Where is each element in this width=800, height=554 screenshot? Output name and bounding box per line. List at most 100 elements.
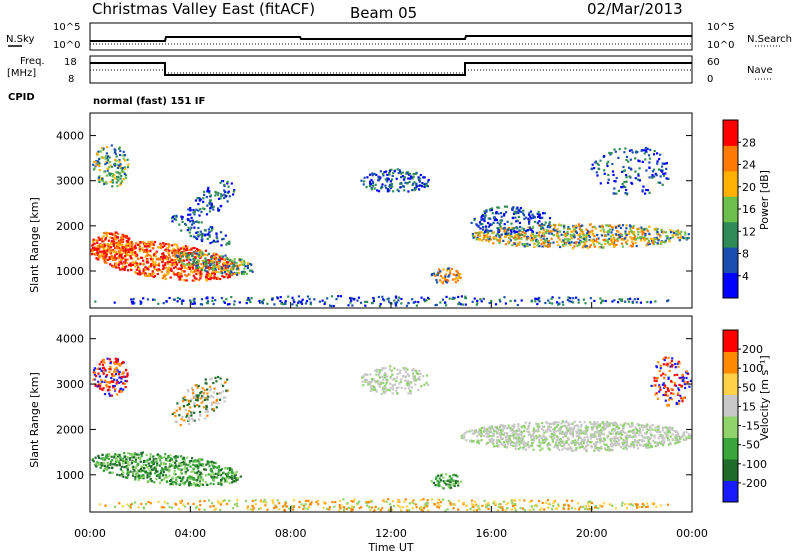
echo-cell	[561, 300, 564, 304]
echo-cell	[523, 229, 526, 232]
echo-cell	[168, 245, 171, 248]
echo-cell	[222, 384, 225, 387]
echo-cell	[98, 238, 101, 241]
echo-cell	[208, 202, 211, 205]
echo-cell	[193, 300, 196, 303]
echo-cell	[120, 258, 123, 261]
echo-cell	[105, 231, 108, 234]
echo-cell	[91, 240, 95, 243]
echo-cell	[162, 259, 165, 262]
echo-cell	[126, 258, 129, 261]
echo-cell	[638, 160, 641, 163]
echo-cell	[501, 443, 504, 446]
echo-cell	[561, 432, 564, 435]
echo-cell	[363, 180, 366, 183]
echo-cell	[223, 400, 226, 403]
echo-cell	[608, 431, 611, 434]
echo-cell	[438, 271, 441, 274]
echo-cell	[209, 473, 212, 476]
echo-cell	[212, 302, 215, 306]
echo-cell	[493, 216, 497, 219]
echo-cell	[194, 395, 197, 398]
echo-cell	[101, 156, 104, 159]
echo-cell	[504, 228, 507, 232]
echo-cell	[180, 251, 183, 254]
echo-cell	[178, 462, 181, 465]
echo-cell	[611, 429, 614, 432]
echo-cell	[122, 371, 125, 374]
echo-cell	[186, 229, 189, 232]
echo-cell	[113, 174, 116, 177]
echo-cell	[374, 183, 377, 186]
echo-cell	[240, 258, 243, 261]
echo-cell	[622, 439, 625, 442]
echo-cell	[535, 239, 538, 242]
echo-cell	[192, 467, 195, 470]
echo-cell	[190, 414, 193, 417]
echo-cell	[578, 234, 581, 237]
echo-cell	[400, 176, 403, 179]
echo-cell	[436, 274, 439, 277]
echo-cell	[595, 171, 598, 174]
echo-cell	[138, 470, 141, 473]
echo-cell	[177, 256, 180, 259]
echo-cell	[191, 389, 194, 392]
echo-cell	[651, 424, 654, 427]
echo-cell	[208, 210, 211, 213]
echo-cell	[206, 261, 209, 264]
echo-cell	[390, 178, 394, 181]
echo-cell	[664, 239, 667, 242]
echo-cell	[578, 442, 581, 446]
echo-cell	[234, 264, 237, 267]
echo-cell	[664, 172, 667, 175]
echo-cell	[181, 415, 184, 419]
echo-cell	[192, 481, 196, 484]
echo-cell	[143, 242, 146, 245]
echo-cell	[625, 224, 628, 227]
echo-cell	[120, 253, 123, 256]
echo-cell	[101, 388, 104, 391]
colorbar-segment	[723, 247, 738, 274]
echo-cell	[506, 232, 509, 235]
echo-cell	[551, 438, 554, 441]
echo-cell	[169, 457, 172, 460]
echo-cell	[628, 300, 631, 303]
echo-cell	[125, 251, 128, 254]
echo-cell	[486, 428, 489, 431]
echo-cell	[537, 241, 540, 245]
echo-cell	[124, 259, 127, 262]
echo-cell	[678, 231, 681, 234]
echo-cell	[204, 249, 207, 252]
echo-cell	[206, 233, 209, 236]
echo-cell	[553, 234, 556, 237]
echo-cell	[196, 272, 200, 275]
echo-cell	[541, 245, 544, 248]
echo-cell	[134, 271, 137, 274]
echo-cell	[538, 425, 541, 428]
echo-cell	[191, 411, 194, 414]
echo-cell	[231, 262, 234, 265]
echo-cell	[624, 232, 627, 235]
echo-cell	[660, 228, 663, 231]
echo-cell	[217, 191, 220, 194]
echo-cell	[174, 457, 177, 460]
echo-cell	[300, 302, 304, 305]
echo-cell	[109, 249, 112, 252]
echo-cell	[627, 233, 630, 236]
echo-cell	[120, 180, 123, 183]
echo-cell	[119, 163, 122, 166]
echo-cell	[218, 472, 221, 475]
echo-cell	[548, 232, 551, 235]
echo-cell	[435, 303, 438, 306]
echo-cell	[199, 267, 202, 270]
echo-cell	[596, 430, 599, 433]
echo-cell	[120, 174, 123, 177]
echo-cell	[227, 477, 230, 480]
echo-cell	[589, 244, 592, 247]
echo-cell	[465, 439, 468, 442]
echo-cell	[542, 212, 545, 215]
echo-cell	[230, 259, 233, 262]
echo-cell	[629, 227, 632, 230]
echo-cell	[368, 381, 371, 384]
echo-cell	[160, 463, 163, 466]
